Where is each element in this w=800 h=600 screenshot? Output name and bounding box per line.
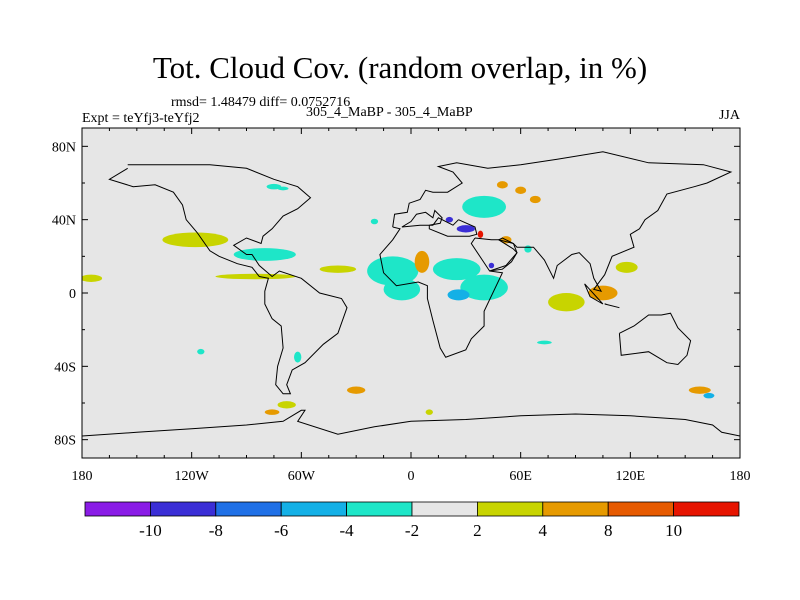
colorbar-swatch bbox=[84, 501, 151, 517]
anomaly-region bbox=[462, 195, 507, 218]
rmsd-diff-label: rmsd= 1.48479 diff= 0.0752716 bbox=[171, 95, 351, 110]
anomaly-region bbox=[488, 262, 495, 269]
anomaly-region bbox=[264, 409, 280, 415]
y-tick-label: 40S bbox=[54, 360, 76, 375]
anomaly-region bbox=[370, 218, 379, 225]
anomaly-region bbox=[367, 256, 419, 286]
colorbar: -10 -8 -6 -4 -2 2 4 8 10 bbox=[84, 501, 740, 540]
colorbar-label: 2 bbox=[473, 521, 482, 540]
anomaly-region bbox=[319, 265, 357, 273]
colorbar-label: -10 bbox=[139, 521, 162, 540]
anomaly-region bbox=[383, 278, 421, 301]
colorbar-swatch bbox=[215, 501, 282, 517]
anomaly-region bbox=[548, 293, 585, 312]
anomaly-region bbox=[162, 232, 229, 248]
colorbar-swatch bbox=[673, 501, 740, 517]
anomaly-region bbox=[432, 258, 481, 281]
y-tick-label: 80S bbox=[54, 434, 76, 449]
x-tick-label: 180 bbox=[730, 469, 751, 484]
colorbar-label: -8 bbox=[209, 521, 223, 540]
x-tick-label: 180 bbox=[72, 469, 93, 484]
anomaly-region bbox=[515, 186, 527, 194]
anomaly-region bbox=[496, 181, 508, 189]
anomaly-region bbox=[266, 183, 282, 190]
x-tick-label: 60W bbox=[288, 469, 316, 484]
colorbar-swatch bbox=[542, 501, 609, 517]
axes: 180 120W 60W 0 60E 120E 180 80N 40N 0 40S 80S bbox=[52, 128, 751, 484]
colorbar-label: 4 bbox=[539, 521, 548, 540]
anomaly-region bbox=[414, 250, 430, 273]
coastlines bbox=[82, 151, 740, 437]
y-tick-label: 0 bbox=[69, 287, 76, 302]
coastline bbox=[618, 312, 692, 366]
x-tick-label: 60E bbox=[509, 469, 532, 484]
anomaly-region bbox=[82, 274, 103, 282]
x-tick-label: 0 bbox=[408, 469, 415, 484]
colorbar-swatch bbox=[607, 501, 675, 517]
colorbar-swatch bbox=[346, 501, 413, 517]
colorbar-swatch bbox=[476, 501, 544, 517]
anomaly-region bbox=[277, 186, 289, 191]
coastline bbox=[470, 237, 518, 272]
coastline bbox=[401, 209, 478, 237]
anomaly-region bbox=[477, 230, 484, 238]
anomaly-region bbox=[460, 274, 508, 301]
y-tick-label: 40N bbox=[52, 214, 76, 229]
coastline bbox=[584, 283, 604, 305]
colorbar-label: -2 bbox=[405, 521, 419, 540]
anomaly-region bbox=[294, 351, 302, 363]
coastline bbox=[82, 409, 740, 437]
anomaly-region bbox=[529, 195, 541, 204]
coastline bbox=[108, 164, 348, 395]
chart-title: Tot. Cloud Cov. (random overlap, in %) bbox=[152, 50, 648, 85]
y-tick-label: 80N bbox=[52, 140, 76, 155]
colorbar-swatch bbox=[149, 501, 217, 517]
colorbar-label: -6 bbox=[274, 521, 288, 540]
colorbar-swatch bbox=[411, 501, 478, 517]
anomaly-region bbox=[537, 340, 552, 345]
anomaly-region bbox=[233, 248, 296, 261]
anomaly-region bbox=[688, 386, 711, 394]
anomaly-fields bbox=[82, 181, 715, 415]
anomaly-region bbox=[524, 245, 532, 253]
anomaly-region bbox=[456, 225, 475, 233]
anomaly-region bbox=[445, 216, 454, 223]
colorbar-label: 10 bbox=[665, 521, 682, 540]
anomaly-region bbox=[447, 289, 470, 301]
coastline bbox=[604, 303, 620, 309]
coastline bbox=[379, 151, 733, 358]
colorbar-swatch bbox=[280, 501, 348, 517]
anomaly-region bbox=[277, 401, 296, 409]
season-label: JJA bbox=[718, 108, 740, 123]
anomaly-region bbox=[703, 392, 715, 399]
anomaly-region bbox=[215, 273, 296, 280]
anomaly-region bbox=[347, 386, 366, 394]
colorbar-label: -4 bbox=[340, 521, 355, 540]
x-tick-label: 120E bbox=[616, 469, 646, 484]
anomaly-region bbox=[425, 409, 433, 415]
center-subtitle: 305_4_MaBP - 305_4_MaBP bbox=[306, 105, 473, 120]
anomaly-region bbox=[197, 348, 205, 355]
colorbar-label: 8 bbox=[604, 521, 613, 540]
x-tick-label: 120W bbox=[175, 469, 210, 484]
experiment-label: Expt = teYfj3-teYfj2 bbox=[82, 111, 200, 126]
anomaly-region bbox=[615, 261, 638, 273]
